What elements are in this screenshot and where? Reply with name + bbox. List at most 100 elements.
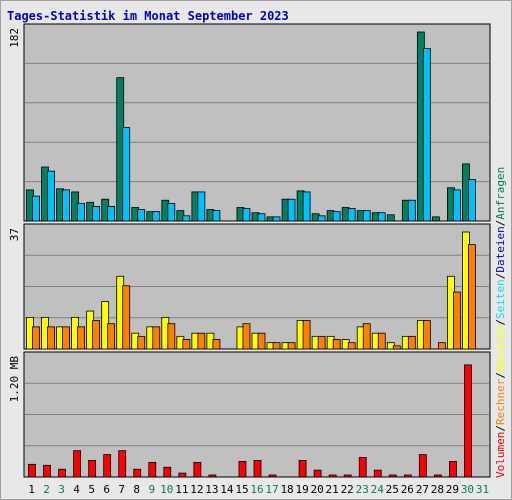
bar-volumen-day-6 bbox=[103, 454, 112, 478]
legend: Volumen/Rechner/Besuche/Seiten/Dateien/A… bbox=[494, 167, 507, 478]
bar-volumen-day-28 bbox=[433, 474, 442, 478]
x-tick-label-day-6: 6 bbox=[103, 483, 110, 496]
x-tick-label-day-2: 2 bbox=[43, 483, 50, 496]
bar-volumen-day-9 bbox=[148, 461, 157, 478]
bar-dateien-day-20 bbox=[317, 215, 326, 222]
bar-rechner-day-18 bbox=[287, 342, 296, 350]
bar-volumen-day-22 bbox=[343, 474, 352, 478]
legend-separator: / bbox=[494, 220, 507, 227]
bar-volumen-day-27 bbox=[418, 454, 427, 478]
bar-volumen-day-2 bbox=[43, 464, 51, 478]
bar-dateien-day-19 bbox=[302, 191, 311, 222]
x-tick-label-day-14: 14 bbox=[220, 483, 234, 496]
bar-volumen-day-7 bbox=[118, 450, 127, 478]
bar-dateien-day-22 bbox=[347, 208, 356, 222]
bar-volumen-day-3 bbox=[58, 468, 66, 478]
panel-2-ylabel: 37 bbox=[8, 228, 21, 241]
bar-rechner-day-16 bbox=[257, 332, 266, 350]
bar-rechner-day-1 bbox=[32, 326, 40, 350]
bar-rechner-day-7 bbox=[122, 285, 131, 350]
bar-rechner-day-4 bbox=[77, 326, 86, 350]
bar-rechner-day-11 bbox=[182, 339, 191, 350]
bar-volumen-day-10 bbox=[163, 466, 172, 478]
bar-rechner-day-21 bbox=[332, 339, 341, 350]
bar-dateien-day-17 bbox=[272, 216, 281, 222]
bar-volumen-day-1 bbox=[28, 463, 36, 478]
panel-1-ylabel: 182 bbox=[8, 28, 21, 48]
x-tick-label-day-3: 3 bbox=[58, 483, 65, 496]
bar-volumen-day-26 bbox=[403, 474, 412, 478]
x-tick-label-day-27: 27 bbox=[416, 483, 429, 496]
bar-rechner-day-17 bbox=[272, 342, 281, 350]
legend-separator: / bbox=[494, 425, 507, 432]
bar-rechner-day-13 bbox=[212, 339, 221, 350]
bar-rechner-day-19 bbox=[302, 320, 311, 350]
bar-volumen-day-12 bbox=[193, 461, 202, 478]
bar-dateien-day-29 bbox=[453, 189, 461, 222]
legend-separator: / bbox=[494, 319, 507, 326]
x-tick-label-day-8: 8 bbox=[133, 483, 140, 496]
bar-rechner-day-26 bbox=[407, 335, 416, 350]
x-tick-label-day-19: 19 bbox=[295, 483, 308, 496]
bar-dateien-day-27 bbox=[422, 48, 431, 222]
legend-item-besuche: Besuche bbox=[494, 326, 507, 372]
legend-item-dateien: Dateien bbox=[494, 226, 507, 272]
bar-dateien-day-23 bbox=[362, 210, 371, 222]
bar-volumen-day-16 bbox=[253, 460, 262, 478]
bar-volumen-day-25 bbox=[388, 474, 397, 478]
bar-volumen-day-17 bbox=[268, 474, 277, 478]
bar-dateien-day-3 bbox=[62, 189, 70, 222]
bar-dateien-day-7 bbox=[122, 127, 131, 222]
bar-volumen-day-24 bbox=[373, 469, 382, 478]
bar-volumen-day-5 bbox=[88, 460, 97, 478]
bar-dateien-day-11 bbox=[182, 215, 191, 222]
x-tick-label-day-28: 28 bbox=[431, 483, 444, 496]
bar-dateien-day-6 bbox=[107, 206, 116, 222]
bar-rechner-day-12 bbox=[197, 332, 206, 350]
x-tick-label-day-15: 15 bbox=[235, 483, 248, 496]
bar-rechner-day-10 bbox=[167, 323, 176, 350]
x-tick-label-day-7: 7 bbox=[118, 483, 125, 496]
bar-dateien-day-8 bbox=[137, 209, 146, 222]
x-tick-label-day-16: 16 bbox=[250, 483, 263, 496]
x-tick-label-day-21: 21 bbox=[326, 483, 339, 496]
bar-rechner-day-8 bbox=[137, 335, 146, 350]
legend-separator: / bbox=[494, 372, 507, 379]
bar-rechner-day-27 bbox=[422, 320, 431, 350]
x-tick-label-day-5: 5 bbox=[88, 483, 95, 496]
bar-anfragen-day-25 bbox=[386, 214, 395, 222]
x-tick-label-day-24: 24 bbox=[371, 483, 385, 496]
bar-rechner-day-22 bbox=[347, 342, 356, 350]
bar-rechner-day-5 bbox=[92, 320, 101, 350]
chart-title: Tages-Statistik im Monat September 2023 bbox=[7, 9, 289, 23]
bar-dateien-day-5 bbox=[92, 206, 101, 222]
x-tick-label-day-22: 22 bbox=[341, 483, 354, 496]
bar-volumen-day-15 bbox=[238, 460, 247, 478]
bar-rechner-day-9 bbox=[152, 326, 161, 350]
bar-volumen-day-13 bbox=[208, 474, 217, 478]
panel-1-bg bbox=[23, 23, 491, 222]
bar-dateien-day-16 bbox=[257, 213, 266, 222]
bar-dateien-day-12 bbox=[197, 191, 206, 222]
x-tick-label-day-9: 9 bbox=[148, 483, 155, 496]
bar-rechner-day-2 bbox=[47, 326, 55, 350]
x-tick-label-day-25: 25 bbox=[386, 483, 399, 496]
bar-dateien-day-2 bbox=[47, 170, 55, 222]
bar-dateien-day-9 bbox=[152, 211, 161, 222]
bar-volumen-day-23 bbox=[358, 457, 367, 478]
bar-dateien-day-4 bbox=[77, 202, 86, 222]
bar-dateien-day-24 bbox=[377, 212, 386, 222]
x-tick-label-day-10: 10 bbox=[160, 483, 173, 496]
bar-volumen-day-29 bbox=[449, 460, 457, 478]
legend-item-rechner: Rechner bbox=[494, 378, 507, 425]
bar-dateien-day-21 bbox=[332, 211, 341, 222]
bar-dateien-day-10 bbox=[167, 202, 176, 222]
x-tick-label-day-4: 4 bbox=[73, 483, 80, 496]
legend-item-anfragen: Anfragen bbox=[494, 167, 507, 220]
bar-rechner-day-24 bbox=[377, 332, 386, 350]
x-tick-label-day-13: 13 bbox=[205, 483, 218, 496]
legend-separator: / bbox=[494, 273, 507, 280]
x-tick-label-day-11: 11 bbox=[175, 483, 188, 496]
bar-rechner-day-30 bbox=[468, 244, 476, 350]
bar-dateien-day-13 bbox=[212, 210, 221, 222]
